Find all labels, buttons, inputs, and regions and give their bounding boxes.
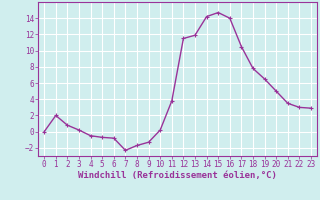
X-axis label: Windchill (Refroidissement éolien,°C): Windchill (Refroidissement éolien,°C) <box>78 171 277 180</box>
